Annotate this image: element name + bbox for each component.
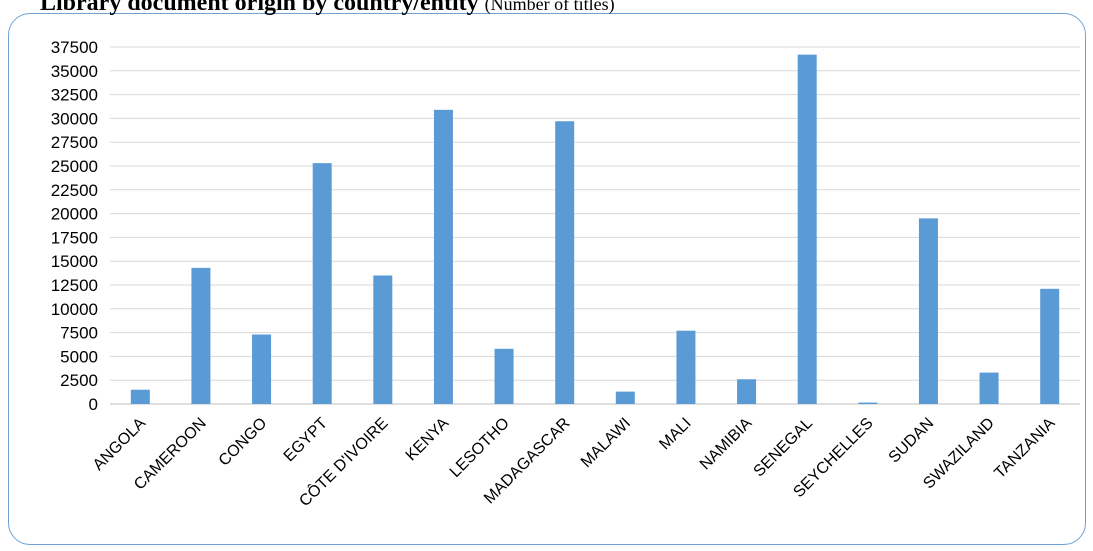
y-tick-label: 0	[89, 395, 98, 414]
x-tick-label: SUDAN	[886, 415, 938, 467]
y-tick-label: 10000	[51, 300, 98, 319]
x-tick-label: MALAWI	[578, 415, 634, 471]
x-tick-label: SENEGAL	[751, 415, 817, 481]
x-tick-label: KENYA	[403, 415, 453, 465]
chart-title: Library document origin by country/entit…	[40, 0, 479, 16]
x-tick-label: MALI	[656, 415, 694, 453]
y-tick-label: 25000	[51, 157, 98, 176]
y-tick-label: 35000	[51, 62, 98, 81]
y-tick-label: 22500	[51, 181, 98, 200]
chart-subtitle: (Number of titles)	[484, 0, 615, 14]
y-tick-label: 15000	[51, 252, 98, 271]
y-axis-labels: 0 2500 5000 7500 10000 12500 15000 17500 20000 22…	[51, 38, 98, 414]
bar	[130, 389, 150, 404]
bar	[312, 163, 332, 404]
y-tick-label: 30000	[51, 109, 98, 128]
bar	[979, 372, 999, 404]
gridlines	[110, 46, 1080, 405]
y-tick-label: 17500	[51, 228, 98, 247]
y-tick-label: 20000	[51, 205, 98, 224]
bar	[494, 348, 514, 404]
x-tick-label: NAMIBIA	[697, 415, 756, 474]
bar	[737, 379, 757, 404]
bar	[373, 275, 393, 404]
bar	[918, 218, 938, 404]
y-tick-label: 5000	[60, 347, 98, 366]
x-tick-label: LESOTHO	[447, 415, 513, 481]
bar	[555, 121, 575, 405]
bar	[615, 391, 635, 404]
y-tick-label: 12500	[51, 276, 98, 295]
y-tick-label: 27500	[51, 133, 98, 152]
y-tick-label: 37500	[51, 38, 98, 57]
x-tick-label: TANZANIA	[991, 415, 1058, 482]
x-tick-label: CONGO	[216, 415, 271, 470]
bar	[858, 402, 878, 404]
y-tick-label: 7500	[60, 324, 98, 343]
bar	[433, 109, 453, 404]
y-tick-label: 32500	[51, 86, 98, 105]
x-tick-label: ANGOLA	[90, 415, 149, 474]
bar	[191, 267, 211, 404]
bar	[676, 330, 696, 404]
y-tick-label: 2500	[60, 371, 98, 390]
bar	[252, 334, 272, 404]
bar	[797, 54, 817, 405]
bars	[130, 54, 1060, 405]
bar	[1040, 288, 1060, 404]
x-tick-label: EGYPT	[281, 415, 332, 466]
chart-frame	[8, 13, 1086, 545]
chart-title-block: Library document origin by country/entit…	[40, 0, 615, 18]
